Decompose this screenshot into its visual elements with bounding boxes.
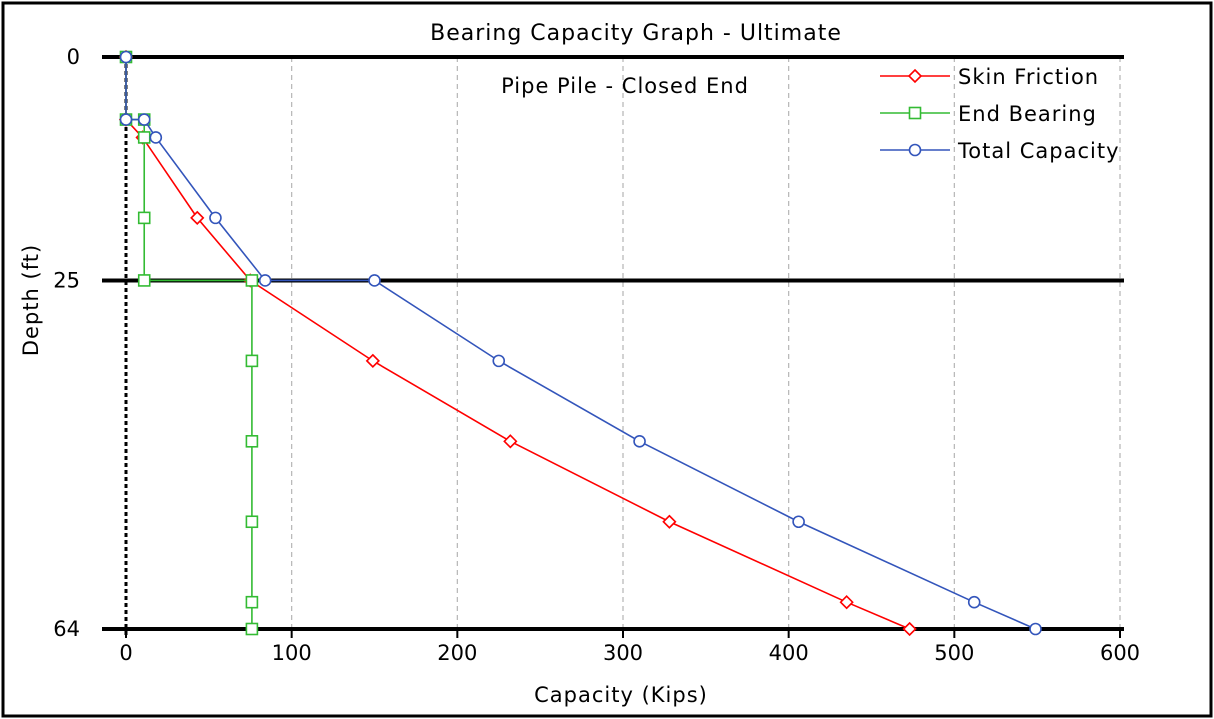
data-point-end-bearing	[137, 211, 151, 225]
x-tick-label: 200	[437, 641, 477, 665]
data-point-total-capacity	[792, 515, 805, 529]
y-axis-label: Depth (ft)	[19, 244, 43, 356]
data-point-end-bearing	[245, 435, 259, 448]
data-point-skin-friction	[365, 353, 380, 369]
legend-marker-total-capacity	[908, 143, 922, 157]
x-tick-label: 500	[934, 641, 974, 665]
legend-item-total-capacity: Total Capacity	[880, 139, 1120, 163]
data-point-end-bearing	[245, 515, 259, 529]
series-layer	[118, 49, 1042, 637]
series-total-capacity	[119, 50, 1042, 636]
x-axis-label: Capacity (Kips)	[534, 683, 708, 707]
legend-label-total-capacity: Total Capacity	[957, 139, 1120, 163]
data-point-end-bearing	[245, 622, 259, 636]
data-point-total-capacity	[967, 595, 981, 609]
data-point-end-bearing	[245, 595, 259, 609]
legend-marker-skin-friction	[907, 68, 923, 84]
legend-marker-end-bearing	[908, 106, 922, 120]
data-point-total-capacity	[492, 354, 506, 368]
data-point-end-bearing	[245, 274, 259, 287]
legend: Skin Friction End Bearing Total Capacity	[880, 65, 1120, 163]
data-point-skin-friction	[503, 434, 518, 449]
x-tick-label: 600	[1100, 641, 1140, 665]
y-tick-label: 64	[53, 617, 80, 641]
legend-item-skin-friction: Skin Friction	[880, 65, 1099, 89]
data-point-total-capacity	[209, 211, 222, 225]
x-tick-label: 100	[272, 641, 312, 665]
data-point-skin-friction	[190, 210, 205, 226]
data-point-total-capacity	[119, 50, 133, 64]
legend-label-skin-friction: Skin Friction	[958, 65, 1099, 89]
data-point-total-capacity	[633, 435, 646, 448]
data-point-total-capacity	[368, 274, 381, 287]
data-point-skin-friction	[839, 595, 854, 610]
x-tick-label: 300	[603, 641, 643, 665]
data-point-total-capacity	[149, 131, 163, 144]
y-tick-label: 0	[67, 45, 80, 69]
legend-item-end-bearing: End Bearing	[880, 102, 1097, 126]
data-point-total-capacity	[119, 113, 133, 126]
data-point-skin-friction	[902, 621, 917, 637]
data-point-end-bearing	[245, 354, 259, 368]
x-tick-label: 0	[119, 641, 132, 665]
chart-title: Bearing Capacity Graph - Ultimate	[430, 21, 842, 46]
chart-subtitle: Pipe Pile - Closed End	[501, 74, 749, 98]
data-point-total-capacity	[1029, 622, 1042, 636]
data-point-total-capacity	[137, 113, 151, 126]
x-tick-label: 400	[769, 641, 809, 665]
data-point-skin-friction	[662, 514, 677, 529]
data-point-total-capacity	[258, 274, 272, 287]
y-tick-label: 25	[53, 268, 80, 292]
legend-label-end-bearing: End Bearing	[958, 102, 1097, 126]
series-line-skin-friction	[125, 57, 910, 630]
data-point-end-bearing	[137, 274, 151, 287]
data-point-end-bearing	[137, 131, 151, 144]
